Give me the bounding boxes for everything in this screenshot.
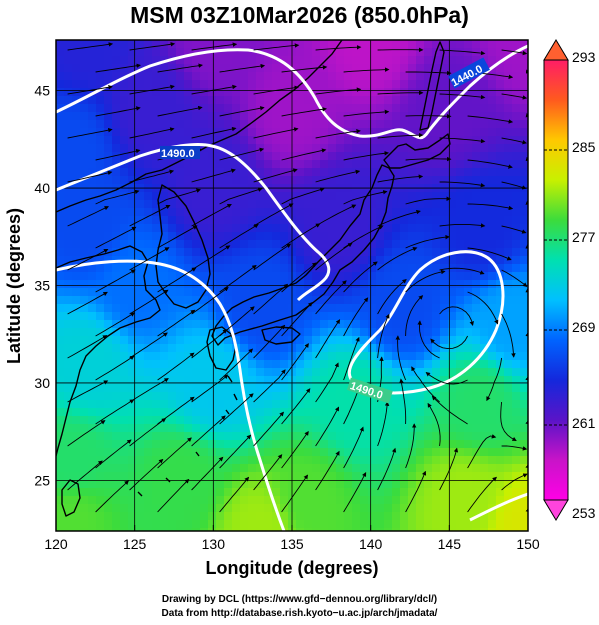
y-tick-label: 45 [34, 83, 50, 99]
x-axis-ticks: 120 125 130 135 140 145 150 [44, 525, 540, 552]
colorbar-tick-285: 285 [572, 139, 596, 155]
colorbar-tick-269: 269 [572, 319, 596, 335]
x-tick-label: 145 [438, 536, 462, 552]
plot-area: 1440.0 1490.0 1490.0 [56, 40, 528, 531]
x-axis-label: Longitude (degrees) [205, 558, 378, 578]
colorbar-min-triangle [543, 499, 569, 521]
colorbar-max-triangle [543, 39, 569, 61]
colorbar-bar [543, 59, 569, 501]
contour-label-1490-north: 1490.0 [161, 148, 195, 160]
x-tick-label: 140 [359, 536, 383, 552]
y-tick-label: 35 [34, 278, 50, 294]
colorbar-tick-261: 261 [572, 415, 596, 431]
y-tick-label: 30 [34, 375, 50, 391]
y-tick-label: 25 [34, 472, 50, 488]
y-axis-label: Latitude (degrees) [4, 208, 24, 364]
x-tick-label: 125 [123, 536, 147, 552]
y-axis-ticks: 25 30 35 40 45 [34, 83, 50, 489]
page-title: MSM 03Z10Mar2026 (850.0hPa) [130, 2, 469, 28]
credit-drawing: Drawing by DCL (https://www.gfd−dennou.o… [161, 594, 438, 605]
x-tick-label: 135 [280, 536, 304, 552]
credit-data-source: Data from http://database.rish.kyoto−u.a… [161, 608, 438, 619]
colorbar: 293 285 277 269 261 253 [543, 39, 596, 521]
x-tick-label: 130 [202, 536, 226, 552]
height-contours [56, 44, 528, 531]
wind-streamlines [67, 42, 528, 513]
x-tick-label: 120 [44, 536, 68, 552]
colorbar-tick-277: 277 [572, 229, 596, 245]
colorbar-tick-293: 293 [572, 49, 596, 65]
y-tick-label: 40 [34, 180, 50, 196]
temperature-heatmap [56, 40, 528, 531]
x-tick-label: 150 [516, 536, 540, 552]
colorbar-tick-253: 253 [572, 505, 596, 521]
